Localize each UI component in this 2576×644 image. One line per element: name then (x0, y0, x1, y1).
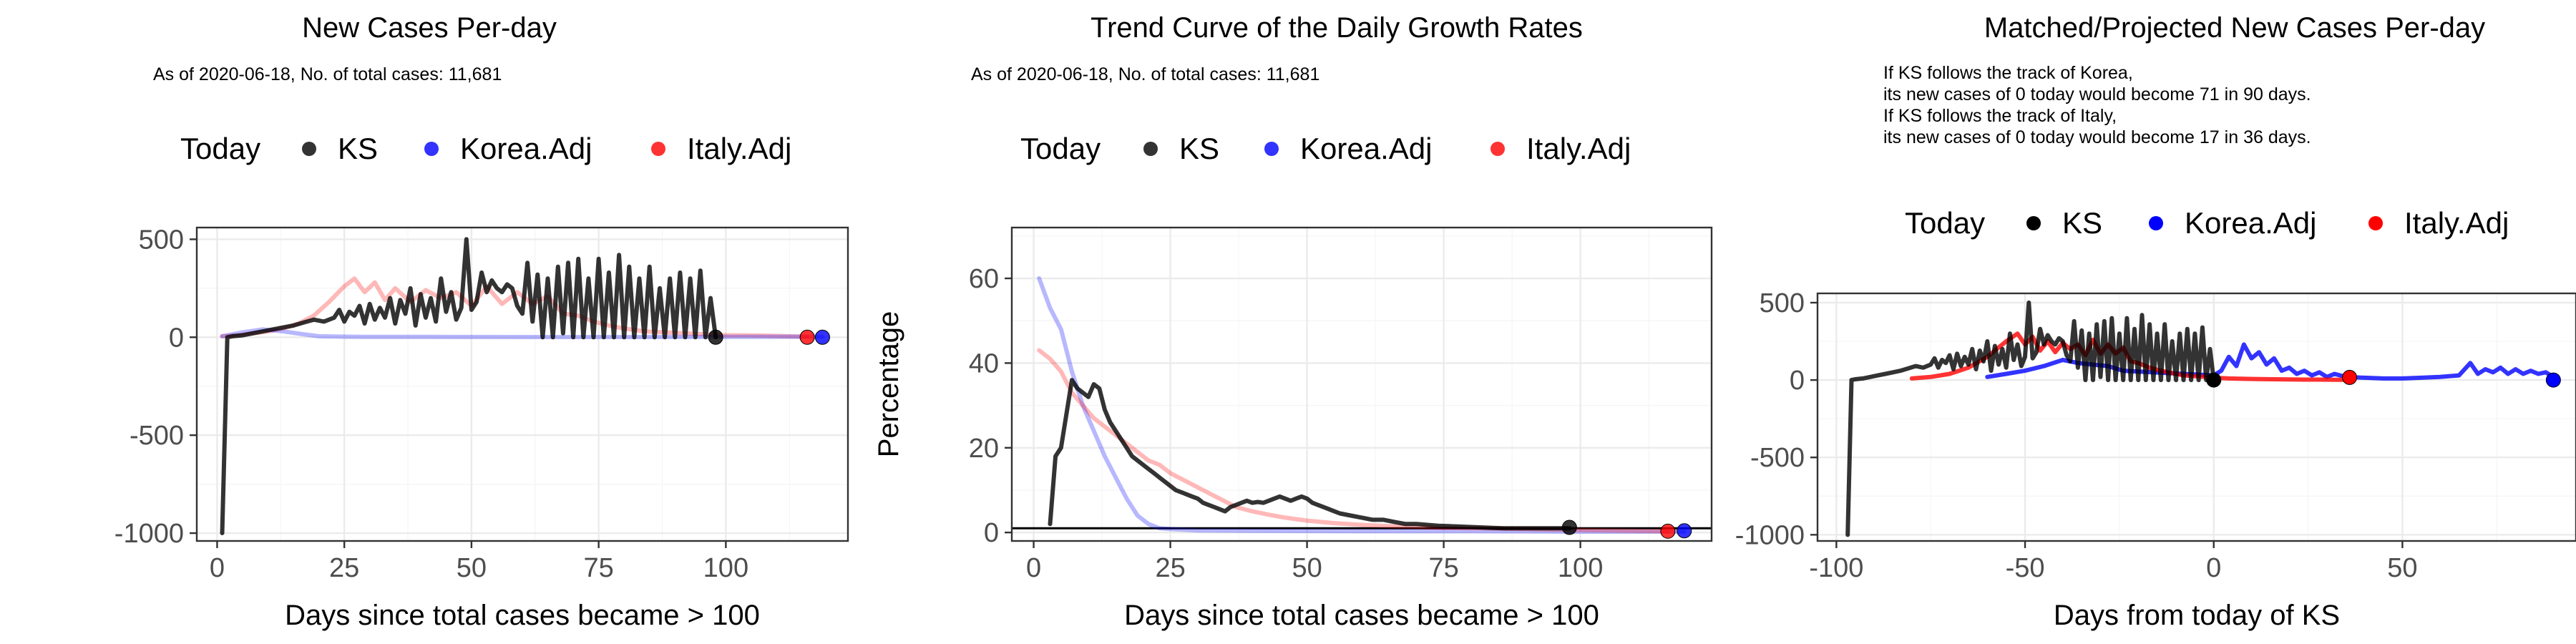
plot-grid (197, 228, 848, 541)
legend-label: Italy.Adj (1526, 132, 1631, 165)
chart-subtitle-line: If KS follows the track of Korea, (1883, 63, 2133, 83)
today-point-italy-adj (1660, 523, 1676, 539)
legend-label: Korea.Adj (1300, 132, 1432, 165)
plot-grid (1012, 228, 1712, 541)
x-tick-label: 25 (1155, 553, 1185, 583)
chart-panel-3: Matched/Projected New Cases Per-day If KS… (1735, 12, 2576, 631)
today-point-korea-adj (2545, 372, 2561, 388)
y-tick-label: -1000 (114, 519, 184, 549)
y-axis-label: Percentage (873, 311, 904, 458)
legend-label: Korea.Adj (460, 132, 592, 165)
legend-key-ks (302, 142, 316, 156)
y-tick-label: 0 (984, 518, 999, 548)
chart-subtitle-line: As of 2020-06-18, No. of total cases: 11… (153, 64, 502, 84)
x-tick-label: 100 (703, 553, 748, 583)
plot-frame (1816, 292, 2576, 542)
legend-key-korea-adj (1264, 142, 1279, 156)
today-point-korea-adj (1677, 523, 1692, 539)
x-tick-label: -50 (2006, 553, 2045, 583)
x-tick-label: 50 (457, 553, 487, 583)
x-tick-label: 0 (2206, 553, 2221, 583)
y-tick-label: -500 (1750, 443, 1805, 473)
chart-subtitle-line: As of 2020-06-18, No. of total cases: 11… (971, 64, 1319, 84)
plot-frame (1010, 226, 1713, 542)
legend-title: Today (180, 132, 260, 165)
today-point-italy-adj (799, 329, 815, 345)
series-line-italy-adj (1037, 348, 1670, 534)
legend-key-italy-adj (2368, 216, 2383, 230)
x-tick-label: 0 (1026, 553, 1041, 583)
y-tick-label: 500 (1760, 288, 1805, 318)
chart-title: Trend Curve of the Daily Growth Rates (1091, 12, 1583, 44)
series-line-ks (1048, 378, 1572, 531)
chart-title: Matched/Projected New Cases Per-day (1984, 12, 2485, 44)
y-tick-label: 0 (1790, 366, 1805, 396)
legend-key-italy-adj (651, 142, 665, 156)
chart-panel-2: Trend Curve of the Daily Growth Rates As … (873, 12, 1713, 631)
plot-grid (1818, 293, 2576, 541)
chart-subtitle-line: its new cases of 0 today would become 71… (1883, 84, 2311, 104)
series-line-ks (1845, 301, 2216, 537)
plot-data (1012, 276, 1712, 539)
x-tick-label: 25 (329, 553, 359, 583)
plot-data (220, 237, 830, 535)
series-line-ks (220, 237, 718, 535)
x-axis-label: Days from today of KS (2054, 600, 2340, 631)
legend-label: KS (1179, 132, 1219, 165)
legend-key-korea-adj (2149, 216, 2163, 230)
today-point-ks (1561, 519, 1577, 535)
chart-subtitle-line: If KS follows the track of Italy, (1883, 106, 2117, 126)
chart-subtitle-line: its new cases of 0 today would become 17… (1883, 127, 2311, 147)
legend-label: KS (338, 132, 378, 165)
chart-title: New Cases Per-day (302, 12, 557, 44)
y-tick-label: 0 (169, 323, 184, 353)
x-axis-label: Days since total cases became > 100 (285, 600, 760, 631)
legend-label: Italy.Adj (687, 132, 791, 165)
today-point-ks (2206, 372, 2222, 388)
today-point-korea-adj (814, 329, 830, 345)
legend-label: Korea.Adj (2185, 206, 2316, 240)
legend-label: KS (2062, 206, 2102, 240)
x-tick-label: 50 (1292, 553, 1322, 583)
y-tick-label: -500 (130, 421, 184, 451)
x-tick-label: 50 (2387, 553, 2417, 583)
plot-data (1845, 301, 2561, 537)
plot-frame (195, 226, 849, 542)
legend-title: Today (1905, 206, 1985, 240)
legend-key-korea-adj (424, 142, 439, 156)
legend-key-italy-adj (1491, 142, 1505, 156)
x-tick-label: 75 (1428, 553, 1458, 583)
chart-panel-1: New Cases Per-day As of 2020-06-18, No. o… (114, 12, 849, 631)
series-line-italy-adj (220, 276, 810, 339)
y-tick-label: 40 (969, 348, 999, 379)
x-tick-label: 0 (210, 553, 225, 583)
x-tick-label: -100 (1809, 553, 1863, 583)
x-tick-label: 100 (1558, 553, 1603, 583)
y-tick-label: -1000 (1735, 520, 1805, 550)
x-axis-label: Days since total cases became > 100 (1124, 600, 1599, 631)
today-point-ks (708, 329, 723, 345)
y-tick-label: 20 (969, 434, 999, 464)
series-line-korea-adj (1037, 276, 1687, 534)
today-point-italy-adj (2342, 369, 2358, 385)
legend-label: Italy.Adj (2404, 206, 2509, 240)
x-tick-label: 75 (584, 553, 614, 583)
legend-key-ks (2026, 216, 2041, 230)
y-tick-label: 500 (139, 225, 184, 255)
y-tick-label: 60 (969, 264, 999, 294)
legend-title: Today (1020, 132, 1101, 165)
legend-key-ks (1143, 142, 1158, 156)
